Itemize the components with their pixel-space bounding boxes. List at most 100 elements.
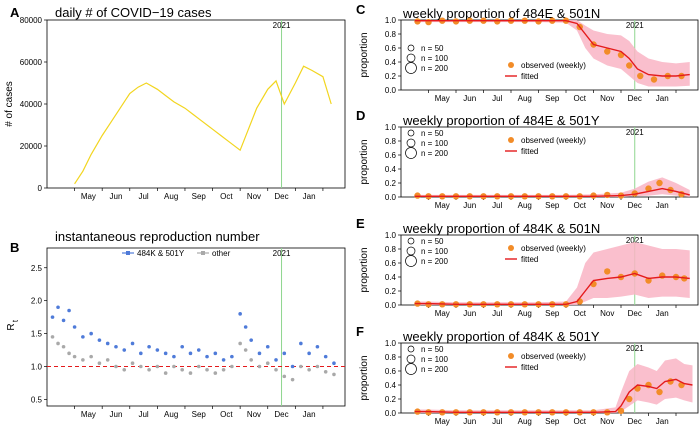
x-tick-label: Jan xyxy=(656,201,669,210)
size-legend-circle xyxy=(407,44,415,52)
legend-label-fitted: fitted xyxy=(521,72,538,81)
size-legend-label: n = 200 xyxy=(421,365,448,374)
x-tick-label: Sep xyxy=(545,417,560,426)
x-tick-label: May xyxy=(435,309,450,318)
x-tick-label: Dec xyxy=(628,417,642,426)
size-legend-label: n = 100 xyxy=(421,139,448,148)
y-tick-label: 0.8 xyxy=(385,353,397,362)
point-484k-501y xyxy=(315,344,320,349)
x-tick-label: Jun xyxy=(463,201,476,210)
point-484k-501y xyxy=(67,308,71,313)
plot-frame xyxy=(46,247,346,407)
point-484k-501y xyxy=(299,341,303,346)
panel-title: weekly proportion of 484K & 501N xyxy=(402,221,600,236)
x-tick-label: Oct xyxy=(220,192,233,201)
y-tick-label: 1.0 xyxy=(31,363,43,372)
y-tick-label: 0.0 xyxy=(385,193,397,202)
x-tick-label: Aug xyxy=(518,417,532,426)
confidence-band xyxy=(414,20,690,87)
size-legend-label: n = 50 xyxy=(421,129,444,138)
point-other xyxy=(274,367,278,372)
size-legend-circle xyxy=(406,354,416,364)
y-tick-label: 0.2 xyxy=(385,287,397,296)
size-legend-label: n = 50 xyxy=(421,345,444,354)
x-tick-label: Nov xyxy=(600,201,614,210)
panel-title: instantaneous reproduction number xyxy=(55,229,260,244)
x-tick-label: Sep xyxy=(192,192,207,201)
x-tick-label: Jun xyxy=(110,192,123,201)
point-other xyxy=(307,367,311,372)
point-484k-501y xyxy=(249,338,253,342)
x-tick-label: May xyxy=(435,94,450,103)
point-484k-501y xyxy=(238,312,242,316)
point-484k-501y xyxy=(81,335,85,339)
x-tick-label: Nov xyxy=(247,192,261,201)
size-legend-label: n = 50 xyxy=(421,44,444,53)
observed-point xyxy=(650,76,658,83)
point-other xyxy=(72,354,77,359)
x-tick-label: Jan xyxy=(656,417,669,426)
confidence-band xyxy=(414,242,690,305)
point-other xyxy=(172,364,176,369)
size-legend-circle xyxy=(406,246,416,256)
point-other xyxy=(257,364,262,369)
point-other xyxy=(323,369,328,374)
year-marker-label: 2021 xyxy=(626,21,644,30)
x-tick-label: Nov xyxy=(247,410,261,419)
point-other xyxy=(89,354,93,359)
size-legend-circle xyxy=(406,138,416,148)
x-tick-label: Aug xyxy=(518,94,532,103)
panel-title: weekly proportion of 484E & 501Y xyxy=(402,113,600,128)
point-484k-501y xyxy=(243,325,248,329)
y-tick-label: 1.0 xyxy=(385,123,397,132)
point-484k-501y xyxy=(105,341,110,346)
panel-title: weekly proportion of 484K & 501Y xyxy=(402,329,600,344)
point-other xyxy=(196,364,201,369)
x-tick-label: Oct xyxy=(574,417,587,426)
confidence-band xyxy=(414,358,693,413)
point-484k-501y xyxy=(50,315,55,319)
point-other xyxy=(221,367,226,372)
year-marker-label: 2021 xyxy=(626,128,644,137)
point-other xyxy=(205,367,209,372)
x-tick-label: Dec xyxy=(628,309,642,318)
legend-marker-other xyxy=(201,251,205,255)
y-axis-label-subscript: t xyxy=(11,319,20,322)
y-axis-label: proportion xyxy=(359,139,370,184)
point-other xyxy=(315,364,320,369)
point-other xyxy=(299,364,303,369)
observed-point xyxy=(626,395,633,403)
legend-label-observed: observed (weekly) xyxy=(521,244,586,253)
size-legend-label: n = 200 xyxy=(421,257,448,266)
point-other xyxy=(61,344,66,349)
point-other xyxy=(147,367,151,372)
point-other xyxy=(81,358,85,362)
y-tick-label: 1.0 xyxy=(385,231,397,240)
y-tick-label: 0.8 xyxy=(385,30,397,39)
size-legend-circle xyxy=(405,255,417,267)
legend-label-observed: observed (weekly) xyxy=(521,136,586,145)
x-tick-label: May xyxy=(81,192,96,201)
x-tick-label: Jul xyxy=(492,309,502,318)
size-legend-label: n = 200 xyxy=(421,149,448,158)
observed-point xyxy=(604,268,611,275)
x-tick-label: Jun xyxy=(463,417,476,426)
x-tick-label: Jan xyxy=(303,410,316,419)
y-tick-label: 0.4 xyxy=(385,58,397,67)
point-other xyxy=(56,341,60,346)
point-484k-501y xyxy=(163,351,168,356)
point-other xyxy=(290,377,295,382)
panel-label: B xyxy=(10,240,19,255)
point-other xyxy=(180,367,185,372)
fitted-line xyxy=(414,272,690,305)
legend-label-484k-501y: 484K & 501Y xyxy=(137,249,185,258)
point-484k-501y xyxy=(72,325,77,329)
point-other xyxy=(238,341,242,346)
legend-label-observed: observed (weekly) xyxy=(521,61,586,70)
x-tick-label: Jul xyxy=(492,201,502,210)
point-other xyxy=(249,358,253,362)
legend-label-fitted: fitted xyxy=(521,363,538,372)
